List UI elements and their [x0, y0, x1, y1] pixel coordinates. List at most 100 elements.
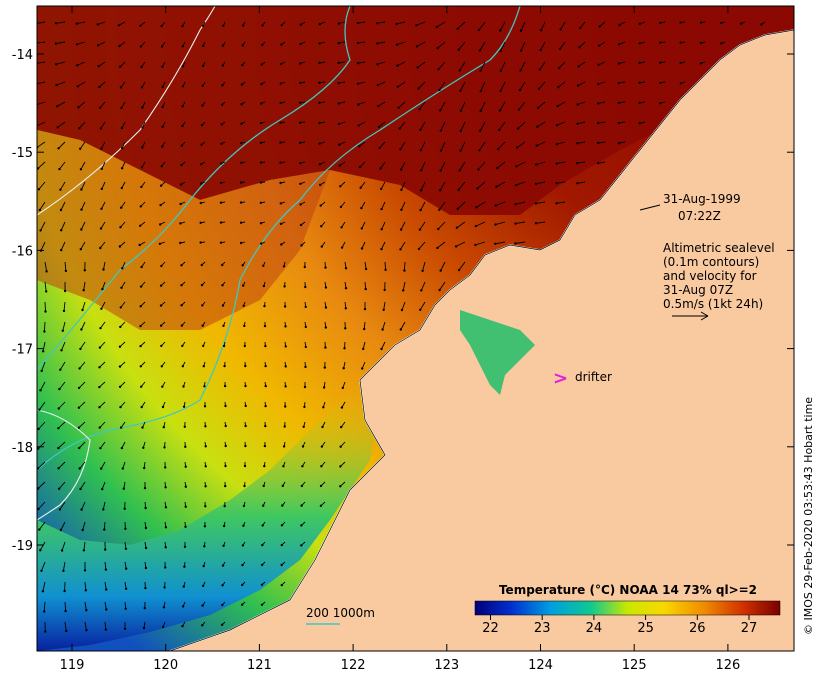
velocity-arrow-head — [120, 186, 124, 190]
velocity-arrow-head — [200, 163, 203, 166]
velocity-arrow-head — [304, 365, 307, 369]
velocity-arrow-head — [123, 507, 126, 510]
velocity-arrow — [579, 41, 586, 48]
drifter-label: drifter — [575, 370, 612, 384]
velocity-arrow-head — [454, 245, 458, 248]
velocity-arrow-head — [475, 206, 478, 209]
velocity-arrow-head — [99, 326, 102, 330]
velocity-arrow-head — [202, 344, 205, 348]
velocity-arrow — [537, 121, 546, 128]
velocity-arrow — [378, 121, 386, 128]
velocity-arrow — [518, 101, 526, 110]
velocity-arrow-head — [121, 467, 125, 470]
velocity-arrow-head — [100, 307, 103, 310]
velocity-arrow-head — [79, 347, 82, 351]
velocity-arrow-head — [202, 564, 205, 568]
velocity-arrow-head — [363, 327, 366, 331]
velocity-arrow-head — [203, 545, 206, 548]
velocity-arrow — [78, 101, 86, 108]
velocity-arrow-head — [597, 63, 600, 66]
velocity-arrow-head — [140, 86, 144, 89]
velocity-arrow — [515, 221, 526, 225]
velocity-arrow-head — [539, 48, 542, 52]
velocity-arrow-head — [318, 22, 321, 26]
velocity-arrow-head — [199, 221, 202, 224]
velocity-arrow-head — [159, 223, 162, 226]
velocity-arrow-head — [340, 246, 344, 249]
velocity-arrow-head — [100, 467, 103, 470]
velocity-arrow-head — [164, 486, 167, 489]
velocity-arrow — [58, 441, 66, 449]
velocity-arrow-head — [203, 385, 206, 388]
velocity-arrow — [396, 41, 406, 46]
velocity-arrow-head — [179, 183, 183, 186]
velocity-arrow — [102, 501, 106, 510]
velocity-arrow-head — [337, 102, 340, 105]
velocity-arrow-head — [320, 445, 324, 448]
velocity-arrow — [64, 621, 67, 631]
velocity-arrow-head — [439, 189, 442, 192]
velocity-arrow-head — [262, 284, 266, 288]
velocity-arrow-head — [760, 23, 763, 26]
velocity-arrow-head — [283, 305, 287, 308]
velocity-arrow-head — [261, 43, 264, 47]
velocity-arrow — [99, 401, 106, 408]
velocity-arrow-head — [596, 121, 600, 125]
velocity-arrow-head — [478, 49, 482, 52]
velocity-arrow — [97, 41, 106, 46]
velocity-arrow — [458, 41, 466, 50]
velocity-arrow-head — [179, 202, 182, 206]
colorbar-tick-label: 25 — [637, 621, 654, 636]
map-frame — [36, 5, 795, 652]
velocity-arrow-head — [59, 368, 62, 371]
velocity-arrow-head — [279, 82, 282, 85]
king-sound-inlet — [460, 310, 535, 395]
velocity-arrow-head — [144, 586, 147, 590]
velocity-arrow-head — [57, 407, 60, 410]
velocity-arrow-head — [342, 367, 345, 370]
velocity-arrow — [517, 121, 526, 129]
velocity-arrow — [100, 321, 106, 329]
velocity-arrow — [38, 501, 46, 510]
velocity-arrow-head — [557, 66, 561, 70]
velocity-arrow-head — [399, 228, 403, 231]
velocity-arrow — [458, 261, 466, 271]
velocity-arrow-head — [555, 202, 558, 205]
velocity-arrow-head — [184, 505, 187, 508]
velocity-arrow-head — [457, 48, 460, 51]
velocity-arrow-head — [259, 161, 263, 164]
velocity-arrow — [400, 161, 406, 170]
velocity-arrow-head — [380, 228, 383, 231]
velocity-arrow-head — [164, 526, 168, 529]
velocity-arrow-head — [337, 81, 340, 85]
velocity-arrow-head — [241, 583, 244, 587]
velocity-arrow-head — [105, 588, 108, 591]
velocity-arrow-head — [577, 65, 580, 68]
velocity-arrow — [496, 181, 506, 188]
velocity-arrow-head — [456, 207, 459, 210]
velocity-arrow — [101, 181, 106, 190]
velocity-arrow-head — [161, 625, 165, 629]
velocity-arrow-head — [34, 22, 36, 24]
velocity-arrow-head — [337, 61, 340, 65]
velocity-arrow-head — [241, 563, 244, 567]
velocity-arrow-head — [555, 182, 558, 185]
velocity-arrow — [79, 121, 86, 129]
velocity-arrow — [98, 61, 106, 67]
velocity-arrow-head — [617, 101, 621, 105]
velocity-arrow-head — [576, 161, 579, 165]
velocity-arrow-head — [119, 426, 123, 429]
velocity-arrow — [440, 141, 446, 151]
velocity-arrow-head — [180, 264, 183, 267]
velocity-arrow-head — [555, 162, 558, 165]
velocity-arrow-head — [322, 386, 326, 389]
velocity-arrow-head — [103, 528, 106, 531]
velocity-arrow-head — [164, 466, 167, 469]
velocity-arrow-head — [59, 528, 63, 532]
velocity-arrow — [401, 301, 406, 311]
velocity-arrow-head — [240, 83, 244, 86]
velocity-arrow-head — [220, 103, 224, 107]
velocity-arrow-head — [181, 605, 185, 608]
velocity-arrow-head — [224, 484, 227, 488]
velocity-arrow — [422, 261, 426, 272]
